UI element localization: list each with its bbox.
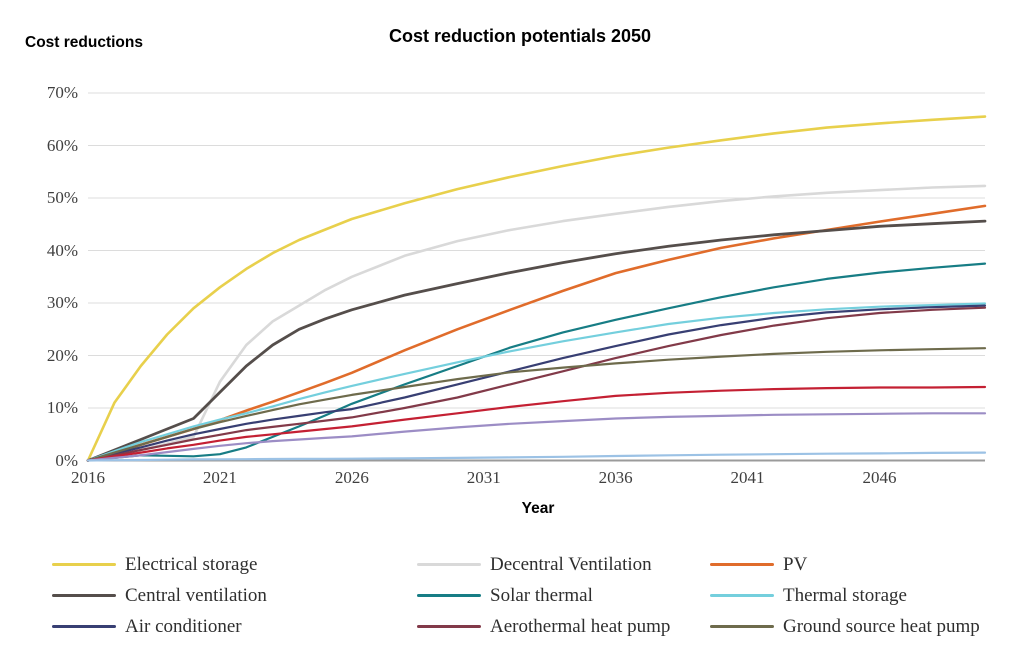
legend-item-aerothermal-heat-pump: Aerothermal heat pump [417, 616, 710, 638]
y-axis-caption: Cost reductions [25, 34, 143, 51]
y-tick-label: 60% [46, 135, 78, 155]
legend-item-thermal-storage: Thermal storage [710, 585, 1010, 607]
series-line-unlabeled-light-blue [86, 451, 987, 462]
x-tick-label: 2041 [730, 468, 765, 487]
y-tick-label: 30% [46, 293, 78, 312]
legend-item-decentral-ventilation: Decentral Ventilation [417, 554, 710, 576]
chart-legend: Electrical storage Decentral Ventilation P… [52, 549, 1010, 642]
series-line-aerothermal-heat-pump [86, 306, 987, 462]
legend-label: Thermal storage [783, 584, 907, 606]
x-tick-label: 2031 [466, 468, 501, 487]
legend-item-central-ventilation: Central ventilation [52, 585, 417, 607]
legend-swatch-line [52, 625, 116, 628]
legend-label: Solar thermal [490, 584, 593, 606]
legend-label: Decentral Ventilation [490, 553, 652, 575]
y-tick-label: 10% [46, 398, 78, 417]
x-tick-label: 2026 [334, 468, 369, 487]
x-tick-label: 2016 [71, 468, 105, 487]
legend-swatch-line [417, 563, 481, 566]
legend-label: PV [783, 553, 808, 575]
series-line-unlabeled-lavender [86, 412, 987, 462]
series-line-unlabeled-red [86, 385, 987, 462]
legend-item-electrical-storage: Electrical storage [52, 554, 417, 576]
legend-item-air-conditioner: Air conditioner [52, 616, 417, 638]
x-axis-title: Year [521, 500, 555, 517]
legend-swatch-line [710, 563, 774, 566]
series-line-electrical-storage [86, 115, 987, 462]
y-tick-label: 20% [46, 345, 78, 365]
chart-title: Cost reduction potentials 2050 [388, 26, 652, 46]
legend-item-solar-thermal: Solar thermal [417, 585, 710, 607]
legend-item-ground-source-heat-pump: Ground source heat pump [710, 616, 1010, 638]
legend-item-pv: PV [710, 554, 1010, 576]
y-tick-label: 40% [46, 240, 78, 260]
legend-label: Ground source heat pump [783, 615, 980, 637]
legend-swatch-line [710, 625, 774, 628]
legend-label: Central ventilation [125, 584, 267, 606]
x-tick-label: 2021 [202, 468, 237, 487]
legend-label: Aerothermal heat pump [490, 615, 671, 637]
legend-swatch-line [52, 594, 116, 597]
series-line-thermal-storage [86, 302, 987, 462]
y-tick-label: 0% [55, 450, 78, 470]
legend-swatch-line [710, 594, 774, 597]
legend-swatch-line [417, 594, 481, 597]
series-line-decentral-ventilation [86, 184, 987, 462]
legend-swatch-line [52, 563, 116, 566]
x-tick-label: 2036 [598, 468, 633, 487]
series-line-solar-thermal [86, 262, 987, 462]
y-tick-label: 70% [46, 83, 78, 102]
legend-label: Air conditioner [125, 615, 242, 637]
series-line-ground-source-heat-pump [86, 347, 987, 462]
y-tick-label: 50% [46, 188, 78, 207]
series-line-central-ventilation [86, 219, 987, 462]
legend-label: Electrical storage [125, 553, 258, 575]
x-tick-label: 2046 [862, 468, 897, 487]
legend-swatch-line [417, 625, 481, 628]
series-line-air-conditioner [86, 304, 987, 462]
